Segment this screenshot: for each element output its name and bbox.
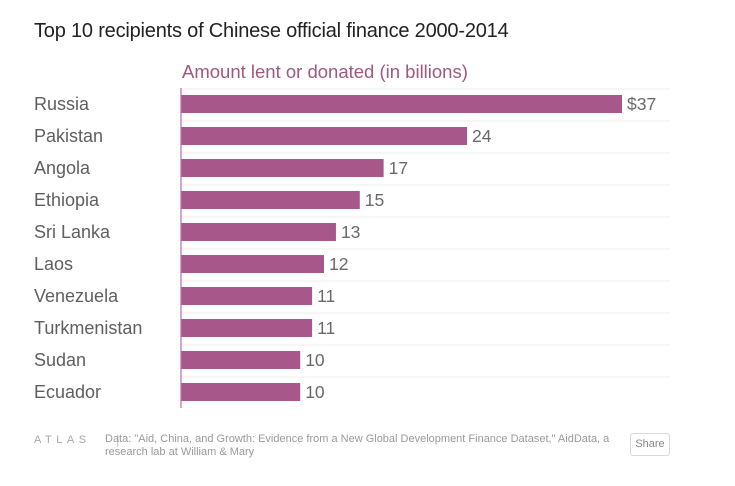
category-label: Pakistan xyxy=(34,126,103,146)
category-label: Laos xyxy=(34,254,73,274)
bar[interactable] xyxy=(181,95,622,113)
bar[interactable] xyxy=(181,319,313,337)
category-label: Turkmenistan xyxy=(34,318,142,338)
value-label: 15 xyxy=(365,190,384,210)
category-label: Ethiopia xyxy=(34,190,100,210)
bars: Russia $37 Pakistan 24 Angola 17 Ethiopia 15 Sri… xyxy=(34,94,656,402)
bar[interactable] xyxy=(181,223,336,241)
category-label: Ecuador xyxy=(34,382,101,402)
chart-subtitle: Amount lent or donated (in billions) xyxy=(182,61,468,82)
category-label: Angola xyxy=(34,158,91,178)
bar[interactable] xyxy=(181,351,301,369)
source-note: Data: "Aid, China, and Growth: Evidence … xyxy=(105,433,610,458)
chart-title: Top 10 recipients of Chinese official fi… xyxy=(34,20,509,42)
bar[interactable] xyxy=(181,127,468,145)
value-label: 10 xyxy=(305,382,325,402)
footer-separator: | xyxy=(116,432,120,447)
value-label: $37 xyxy=(627,94,656,114)
atlas-logo[interactable]: ATLAS xyxy=(34,434,91,446)
category-label: Venezuela xyxy=(34,286,119,306)
value-label: 11 xyxy=(317,286,335,306)
value-label: 10 xyxy=(305,350,325,370)
category-label: Sri Lanka xyxy=(34,222,111,242)
bar[interactable] xyxy=(181,191,360,209)
category-label: Russia xyxy=(34,94,90,114)
value-label: 12 xyxy=(329,254,348,274)
grid-lines xyxy=(181,88,670,378)
value-label: 13 xyxy=(341,222,360,242)
value-label: 24 xyxy=(472,126,492,146)
bar[interactable] xyxy=(181,383,301,401)
value-label: 11 xyxy=(317,318,335,338)
bar[interactable] xyxy=(181,287,313,305)
bar[interactable] xyxy=(181,159,384,177)
share-button[interactable]: Share xyxy=(630,433,670,456)
bar[interactable] xyxy=(181,255,325,273)
bar-chart: Russia $37 Pakistan 24 Angola 17 Ethiopia 15 Sri… xyxy=(34,88,670,408)
category-label: Sudan xyxy=(34,350,86,370)
value-label: 17 xyxy=(389,158,408,178)
